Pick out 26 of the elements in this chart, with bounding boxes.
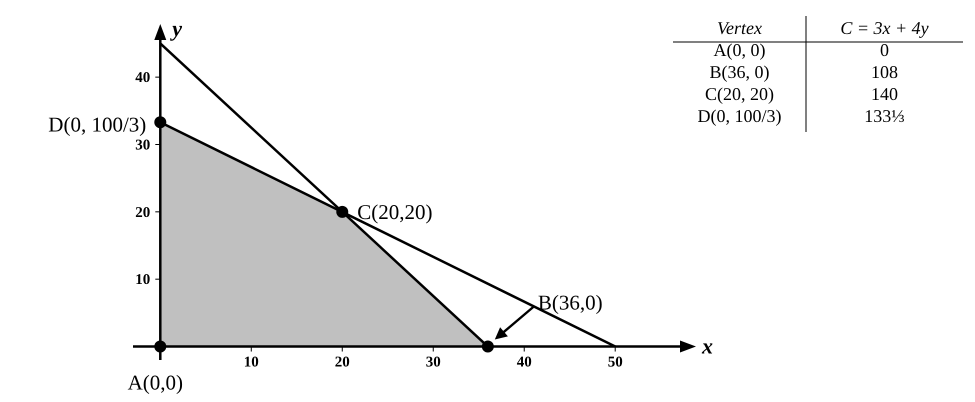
annotation: A(0,0)	[128, 370, 183, 395]
y-tick-label: 10	[135, 272, 150, 288]
text: 140	[871, 84, 898, 104]
point	[336, 206, 348, 218]
text: 0	[880, 40, 889, 60]
text: D(0, 100/3)	[698, 106, 782, 126]
y-axis-title: y	[169, 16, 182, 41]
x-tick-label: 50	[608, 354, 623, 371]
text: A(0, 0)	[714, 40, 766, 60]
annotation: D(0, 100/3)	[48, 112, 146, 136]
x-tick-label: 40	[516, 354, 532, 371]
y-tick-label: 30	[135, 137, 150, 154]
text: Vertex	[717, 18, 762, 38]
x-tick-label: 30	[426, 354, 441, 371]
x-tick-label: 20	[334, 354, 350, 371]
annotation: B(36,0)	[538, 290, 603, 315]
text: 108	[871, 62, 898, 82]
text: 133⅓	[864, 106, 905, 126]
x-axis-title: x	[701, 334, 713, 359]
y-tick-label: 20	[135, 204, 150, 221]
text: C = 3x + 4y	[840, 18, 929, 38]
text: B(36, 0)	[710, 62, 770, 82]
y-tick-label: 40	[135, 70, 150, 86]
x-tick-label: 10	[244, 354, 259, 371]
annotation: C(20,20)	[357, 200, 433, 224]
text: C(20, 20)	[705, 84, 774, 104]
